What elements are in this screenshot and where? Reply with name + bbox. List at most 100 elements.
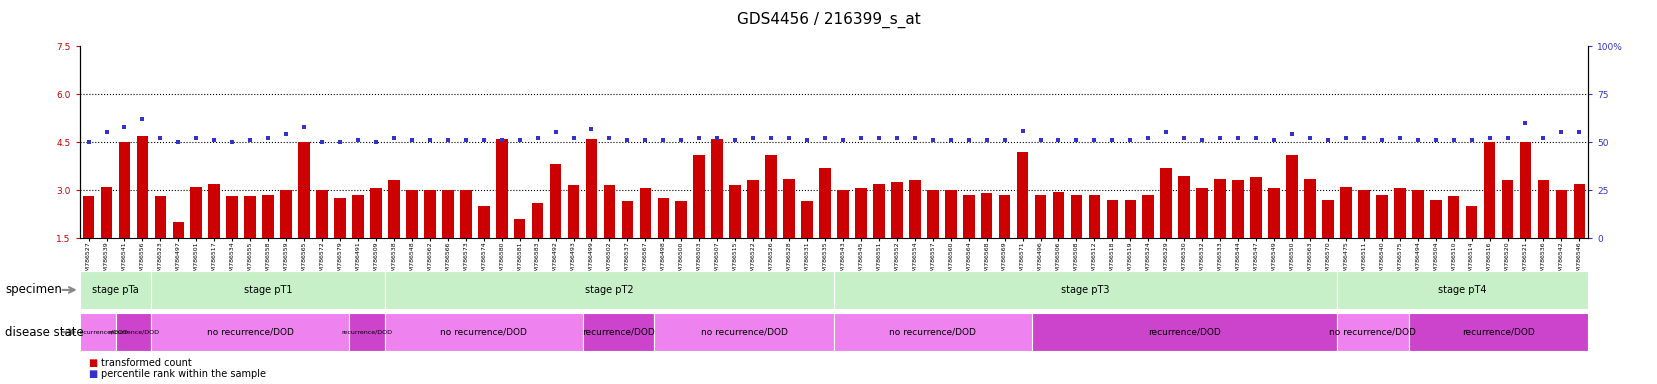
Bar <box>298 142 310 238</box>
Bar <box>1339 187 1350 238</box>
Point <box>920 137 946 143</box>
Text: no recurrence/DOD: no recurrence/DOD <box>701 328 787 337</box>
Text: no recurrence/DOD: no recurrence/DOD <box>1329 328 1415 337</box>
Point <box>1080 137 1107 143</box>
Bar <box>495 139 507 238</box>
Bar <box>585 139 597 238</box>
Bar <box>191 187 202 238</box>
Bar <box>655 313 833 351</box>
Point <box>668 137 694 143</box>
Text: transformed count: transformed count <box>101 358 192 368</box>
Bar <box>1034 195 1046 238</box>
Point <box>954 137 981 143</box>
Text: stage pTa: stage pTa <box>93 285 139 295</box>
Bar <box>136 136 147 238</box>
Point <box>489 137 515 143</box>
Bar <box>384 313 582 351</box>
Bar <box>244 197 255 238</box>
Bar <box>477 206 489 238</box>
Point <box>1566 129 1592 136</box>
Point <box>650 137 676 143</box>
Point <box>936 137 963 143</box>
Point <box>182 135 209 141</box>
Bar <box>944 190 956 238</box>
Point <box>865 135 891 141</box>
Point <box>828 137 855 143</box>
Bar <box>227 197 239 238</box>
Bar <box>80 313 116 351</box>
Text: no recurrence/DOD: no recurrence/DOD <box>441 328 527 337</box>
Point <box>111 124 138 130</box>
Bar <box>1394 189 1405 238</box>
Point <box>1493 135 1519 141</box>
Point <box>416 137 442 143</box>
Point <box>901 135 928 141</box>
Bar <box>621 201 633 238</box>
Bar <box>1142 195 1153 238</box>
Point <box>1099 137 1125 143</box>
Bar <box>1231 180 1243 238</box>
Bar <box>1268 189 1279 238</box>
Bar <box>1465 206 1476 238</box>
Bar <box>837 190 848 238</box>
Point <box>1548 129 1574 136</box>
Bar <box>1336 271 1587 309</box>
Bar <box>1483 142 1495 238</box>
Bar <box>603 185 615 238</box>
Bar <box>348 313 384 351</box>
Bar <box>209 184 220 238</box>
Bar <box>1536 180 1548 238</box>
Bar <box>101 187 113 238</box>
Point <box>434 137 461 143</box>
Bar <box>459 190 471 238</box>
Point <box>75 139 101 145</box>
Point <box>757 135 784 141</box>
Bar <box>1160 168 1171 238</box>
Text: specimen: specimen <box>5 283 61 296</box>
Point <box>381 135 408 141</box>
Point <box>1027 137 1054 143</box>
Bar <box>582 313 655 351</box>
Bar <box>1357 190 1369 238</box>
Bar <box>998 195 1009 238</box>
Point <box>93 129 119 136</box>
Point <box>255 135 282 141</box>
Point <box>1243 135 1269 141</box>
Bar <box>926 190 938 238</box>
Point <box>597 135 623 141</box>
Bar <box>1501 180 1513 238</box>
Bar <box>800 201 812 238</box>
Point <box>1440 137 1466 143</box>
Bar <box>514 219 525 238</box>
Point <box>794 137 820 143</box>
Bar <box>567 185 578 238</box>
Bar <box>1428 200 1440 238</box>
Point <box>147 135 174 141</box>
Point <box>560 135 587 141</box>
Point <box>129 116 156 122</box>
Bar <box>747 180 759 238</box>
Bar <box>280 190 292 238</box>
Point <box>1296 135 1322 141</box>
Bar <box>782 179 794 238</box>
Point <box>1225 135 1251 141</box>
Text: recurrence/DOD: recurrence/DOD <box>582 328 655 337</box>
Point <box>686 135 713 141</box>
Text: recurrence/DOD: recurrence/DOD <box>1147 328 1220 337</box>
Bar <box>442 190 454 238</box>
Point <box>471 137 497 143</box>
Bar <box>316 190 328 238</box>
Point <box>166 139 192 145</box>
Point <box>1367 137 1394 143</box>
Bar <box>1286 155 1297 238</box>
Bar <box>1412 190 1423 238</box>
Bar <box>1336 313 1408 351</box>
Point <box>1062 137 1089 143</box>
Text: ■: ■ <box>88 358 98 368</box>
Point <box>1511 120 1538 126</box>
Bar <box>1178 176 1190 238</box>
Point <box>398 137 424 143</box>
Text: no recurrence/DOD: no recurrence/DOD <box>888 328 976 337</box>
Point <box>1259 137 1286 143</box>
Bar <box>963 195 974 238</box>
